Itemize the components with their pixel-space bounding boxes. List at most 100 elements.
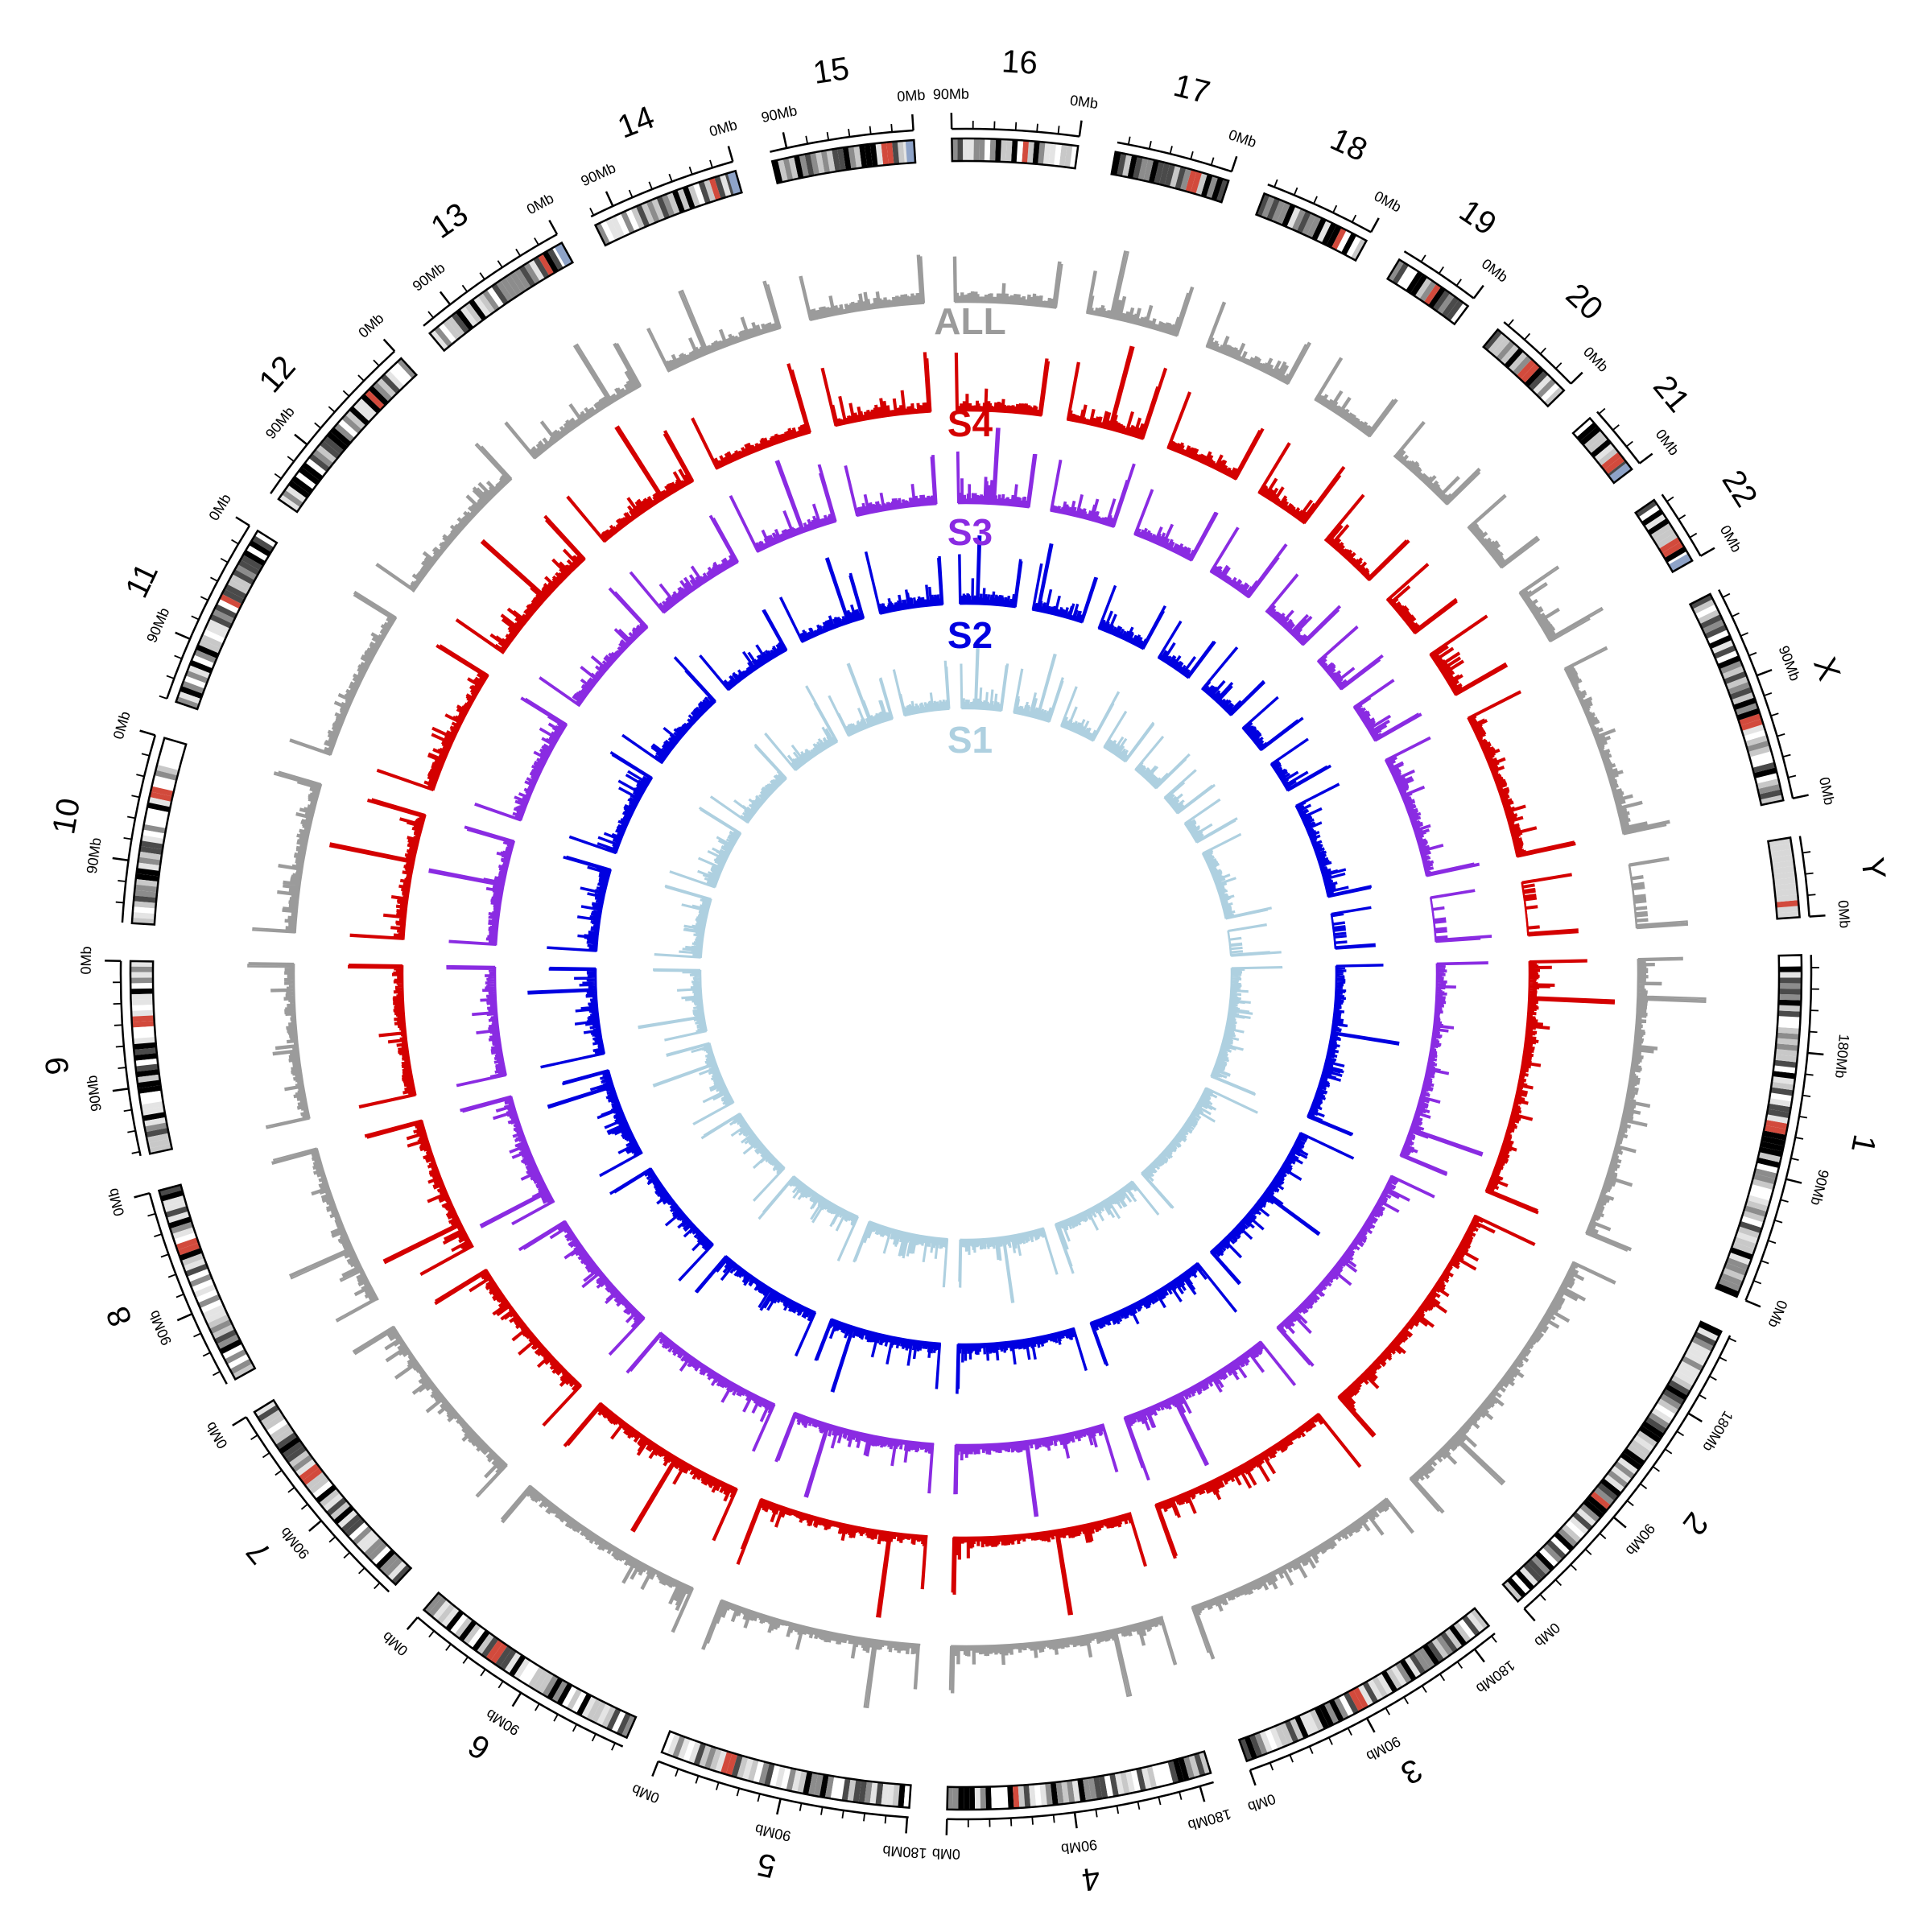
cytoband: [968, 138, 974, 162]
track-labels: ALL S4 S3 S2 S1: [934, 300, 1005, 761]
cytoband: [1747, 1195, 1771, 1207]
minor-tick: [131, 795, 140, 799]
cytoband: [1426, 1641, 1445, 1663]
track-baseline: [292, 964, 311, 1119]
cytoband: [185, 670, 209, 684]
chromosome-label: 9: [39, 1055, 76, 1077]
cytoband: [1775, 1043, 1799, 1051]
tick-label: 90Mb: [579, 159, 618, 189]
cytoband: [1600, 1478, 1622, 1497]
major-tick: [1365, 1717, 1376, 1733]
track-baseline: [402, 814, 427, 940]
cytoband: [1520, 362, 1540, 383]
minor-tick: [1116, 1805, 1120, 1814]
cytoband: [1554, 1531, 1575, 1552]
cytoband: [142, 829, 166, 840]
cytoband: [329, 1501, 351, 1521]
cytoband: [1029, 1784, 1037, 1807]
minor-tick: [628, 189, 634, 198]
minor-tick: [210, 576, 218, 582]
cytoband: [1590, 1491, 1612, 1510]
minor-tick: [167, 1274, 176, 1278]
cytoband: [1435, 1634, 1454, 1657]
cytoband: [518, 1660, 535, 1683]
cytoband: [1488, 332, 1507, 354]
major-tick: [1756, 668, 1773, 677]
cytoband: [1448, 1624, 1468, 1647]
track-baseline: [294, 783, 323, 934]
track-segment: [460, 1095, 555, 1228]
cytoband: [1725, 676, 1749, 690]
track-segment: [701, 1600, 920, 1709]
minor-tick: [572, 1724, 578, 1732]
cytoband: [677, 188, 691, 212]
minor-tick: [175, 1293, 184, 1298]
cytoband: [460, 305, 478, 328]
track-baseline: [1518, 592, 1551, 642]
track-baseline: [529, 1484, 694, 1590]
major-tick: [782, 132, 788, 149]
cytoband: [662, 1731, 675, 1755]
cytoband: [1392, 262, 1409, 285]
cytoband: [886, 1783, 894, 1806]
cytoband: [1206, 175, 1219, 200]
cytoband: [1704, 624, 1728, 639]
cytoband: [1193, 1752, 1206, 1777]
track-baseline: [534, 385, 642, 460]
track-baseline: [1134, 768, 1158, 790]
cytoband: [158, 753, 182, 766]
cytoband: [477, 292, 496, 315]
track-segment: [474, 696, 568, 822]
cytoband: [1351, 237, 1367, 261]
cytoband: [980, 1786, 986, 1810]
cytoband: [671, 189, 685, 213]
cytoband: [875, 1782, 884, 1806]
minor-tick: [1676, 1430, 1685, 1437]
track-segment: [1054, 1180, 1160, 1274]
cytoband: [1690, 593, 1713, 609]
cytoband: [1568, 1515, 1590, 1535]
chromosome-outline: [951, 137, 1080, 170]
cytoband: [387, 1560, 407, 1581]
cytoband: [1738, 713, 1762, 726]
cytoband: [1042, 142, 1051, 166]
minor-tick: [675, 1768, 679, 1777]
scale-axis: [1117, 141, 1232, 173]
cytoband: [1760, 1141, 1784, 1152]
tick-label: 0Mb: [1246, 1790, 1278, 1815]
major-tick: [605, 191, 614, 207]
minor-tick: [841, 1810, 844, 1818]
minor-tick: [115, 901, 124, 904]
chromosome-label: 22: [1715, 464, 1764, 513]
cytoband: [221, 1344, 245, 1360]
cytoband: [1032, 141, 1040, 164]
cytoband: [353, 402, 374, 422]
cytoband: [692, 182, 706, 206]
track-baseline: [904, 708, 950, 717]
cytoband: [1659, 1393, 1682, 1410]
cytoband: [542, 1674, 559, 1698]
cytoband: [1011, 139, 1018, 163]
cytoband: [371, 1545, 392, 1566]
cytoband: [1276, 201, 1290, 225]
minor-tick: [1420, 254, 1426, 262]
chromosome-outline: [277, 357, 419, 514]
chromosome-outline: [1633, 498, 1694, 574]
cytoband: [458, 1620, 477, 1642]
chromosome-label: 11: [119, 558, 166, 603]
cytoband: [1772, 1071, 1796, 1080]
track-segment: [1209, 526, 1288, 598]
cytoband: [1338, 1694, 1354, 1717]
cytoband: [1104, 1774, 1114, 1798]
cytoband: [393, 361, 413, 383]
cytoband: [836, 1777, 845, 1801]
major-tick: [911, 114, 914, 131]
cytoband: [1708, 634, 1732, 650]
chromosome-label: 17: [1170, 68, 1213, 111]
cytoband: [693, 1742, 707, 1766]
cytoband: [285, 1445, 308, 1463]
cytoband: [758, 1761, 770, 1785]
cytoband: [1296, 210, 1311, 234]
track-baseline: [700, 898, 712, 958]
cytoband: [1550, 1535, 1571, 1555]
